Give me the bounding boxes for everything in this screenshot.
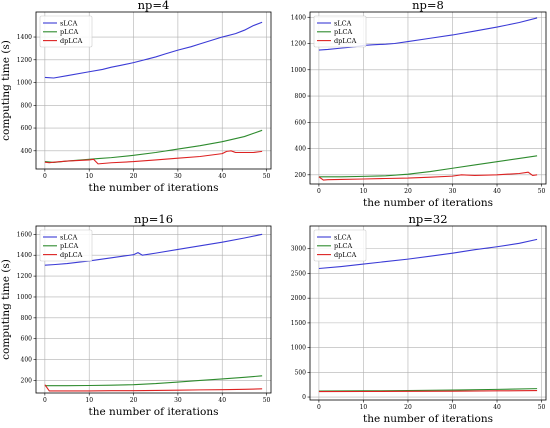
- legend-label-dplca: dpLCA: [334, 251, 357, 259]
- series-line-plca: [44, 375, 263, 387]
- panel-title: np=8: [412, 0, 444, 12]
- y-tick-label: 1400: [17, 34, 32, 41]
- legend-label-plca: pLCA: [60, 242, 78, 250]
- x-tick-label: 30: [174, 173, 182, 180]
- axes-frame: [309, 11, 547, 185]
- x-tick-label: 20: [130, 397, 138, 404]
- legend-box: [313, 15, 367, 48]
- y-tick-label: 200: [21, 377, 33, 384]
- y-tick-label: 2000: [291, 295, 306, 302]
- x-axis-label: the number of iterations: [363, 413, 493, 425]
- x-tick-label: 0: [317, 188, 321, 195]
- y-tick-label: 1400: [17, 252, 32, 259]
- legend-label-dplca: dpLCA: [60, 251, 83, 259]
- legend-box: [313, 229, 367, 262]
- series-line-dplca: [44, 150, 263, 165]
- y-tick-label: 200: [295, 172, 307, 179]
- series-line-slca: [318, 238, 538, 270]
- x-tick-label: 10: [85, 397, 93, 404]
- y-tick-label: 1400: [291, 14, 306, 21]
- y-tick-label: 400: [21, 148, 33, 155]
- axes-frame: [35, 11, 272, 170]
- y-tick-label: 800: [21, 102, 33, 109]
- y-axis-label: computing time (s): [0, 40, 12, 141]
- series-line-slca: [318, 17, 538, 51]
- y-tick-label: 1200: [17, 57, 32, 64]
- series-line-slca: [44, 21, 263, 79]
- x-tick-label: 0: [317, 404, 321, 411]
- legend-label-plca: pLCA: [334, 28, 352, 36]
- y-tick-label: 3000: [291, 246, 306, 253]
- x-tick-label: 30: [174, 397, 182, 404]
- legend-label-dplca: dpLCA: [334, 37, 357, 45]
- x-tick-label: 50: [263, 397, 271, 404]
- y-tick-label: 600: [21, 125, 33, 132]
- legend-label-slca: sLCA: [60, 19, 78, 27]
- y-tick-label: 400: [21, 357, 33, 364]
- series-line-plca: [318, 155, 538, 178]
- x-tick-label: 50: [538, 188, 546, 195]
- x-tick-label: 40: [218, 173, 226, 180]
- y-tick-label: 1200: [291, 41, 306, 48]
- legend-label-slca: sLCA: [334, 19, 352, 27]
- y-tick-label: 500: [295, 369, 307, 376]
- x-tick-label: 30: [449, 404, 457, 411]
- legend-box: [39, 15, 93, 48]
- legend-label-slca: sLCA: [60, 233, 78, 241]
- chart-panel-1: 0 10 20 30 40 50 400 600 800 1000 1200 1400 sLCApLCA…: [0, 0, 272, 194]
- x-tick-label: 40: [218, 397, 226, 404]
- y-tick-label: 1200: [17, 273, 32, 280]
- y-tick-label: 0: [302, 394, 306, 401]
- legend-label-slca: sLCA: [334, 233, 352, 241]
- panel-title: np=4: [138, 0, 170, 12]
- y-tick-label: 1000: [291, 345, 306, 352]
- series-line-dplca: [318, 390, 538, 393]
- y-tick-label: 1000: [17, 80, 32, 87]
- y-tick-label: 1500: [291, 320, 306, 327]
- x-tick-label: 10: [85, 173, 93, 180]
- x-tick-label: 10: [360, 188, 368, 195]
- panel-title: np=32: [408, 212, 447, 226]
- series-line-dplca: [44, 384, 263, 392]
- x-tick-label: 0: [43, 397, 47, 404]
- series-line-dplca: [318, 171, 538, 181]
- chart-panel-4: 0 10 20 30 40 50050010001500200025003000sLCAp…: [291, 212, 547, 425]
- x-tick-label: 0: [43, 173, 47, 180]
- y-tick-label: 800: [21, 315, 33, 322]
- y-tick-label: 400: [295, 146, 307, 153]
- panel-title: np=16: [134, 212, 173, 226]
- y-tick-label: 600: [295, 119, 307, 126]
- x-tick-label: 40: [493, 188, 501, 195]
- chart-panel-3: 0 10 20 30 40 50 200 400 600 800 1000 1200 1400 1600 s…: [0, 212, 272, 418]
- y-tick-label: 1000: [17, 294, 32, 301]
- legend-label-dplca: dpLCA: [60, 37, 83, 45]
- legend-box: [39, 229, 93, 262]
- series-line-plca: [318, 388, 538, 392]
- legend-label-plca: pLCA: [334, 242, 352, 250]
- y-axis-label: computing time (s): [0, 259, 12, 360]
- series-line-slca: [44, 233, 263, 266]
- x-tick-label: 40: [493, 404, 501, 411]
- x-tick-label: 20: [404, 404, 412, 411]
- axes-frame: [35, 225, 272, 394]
- y-tick-label: 2500: [291, 270, 306, 277]
- x-axis-label: the number of iterations: [363, 197, 493, 209]
- legend-label-plca: pLCA: [60, 28, 78, 36]
- y-tick-label: 1600: [17, 231, 32, 238]
- x-tick-label: 10: [360, 404, 368, 411]
- y-tick-label: 800: [295, 93, 307, 100]
- x-tick-label: 20: [130, 173, 138, 180]
- x-tick-label: 50: [263, 173, 271, 180]
- y-tick-label: 600: [21, 336, 33, 343]
- x-axis-label: the number of iterations: [89, 182, 219, 194]
- y-tick-label: 1000: [291, 67, 306, 74]
- axes-frame: [309, 225, 547, 401]
- x-tick-label: 30: [449, 188, 457, 195]
- x-tick-label: 50: [538, 404, 546, 411]
- x-axis-label: the number of iterations: [89, 406, 219, 418]
- x-tick-label: 20: [404, 188, 412, 195]
- chart-panel-2: 0 10 20 30 40 50 200 400 600 800 1000 1200 1400 sLCAp…: [291, 0, 547, 209]
